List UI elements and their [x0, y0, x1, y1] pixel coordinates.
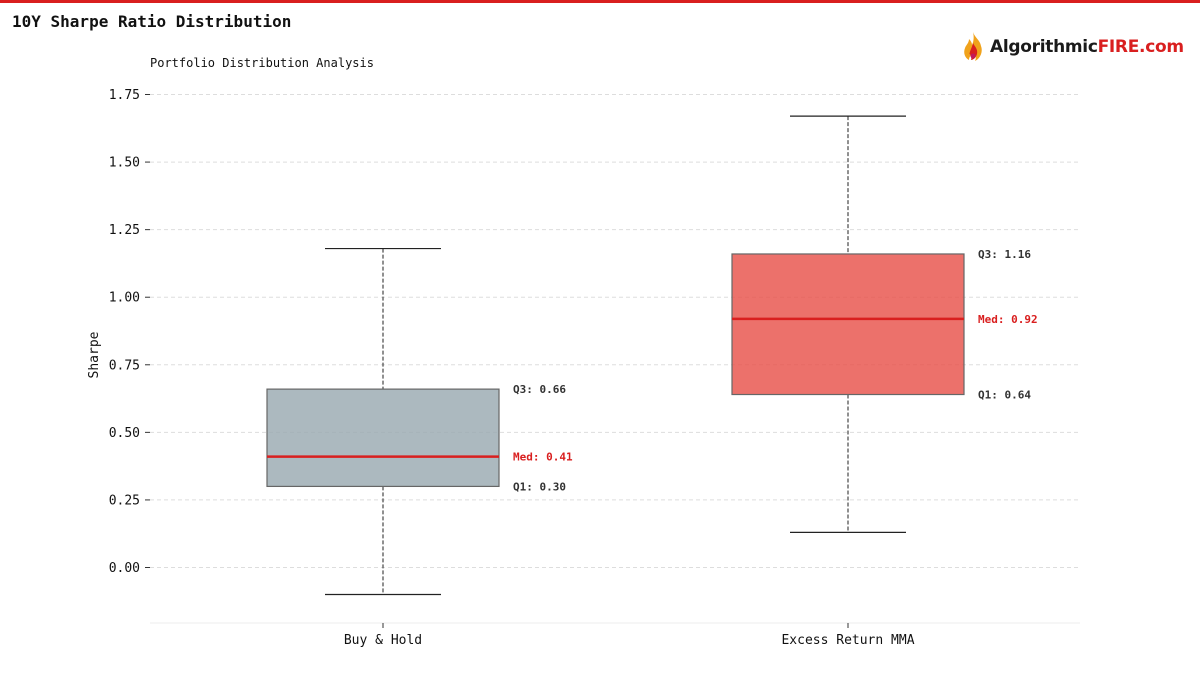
top-accent-bar: [0, 0, 1200, 3]
y-tick-label: 1.50: [109, 156, 140, 171]
q1-label: Q1: 0.64: [978, 389, 1031, 402]
brand-logo: AlgorithmicFIRE.com: [960, 30, 1184, 64]
y-axis-label: Sharpe: [87, 331, 102, 378]
median-label: Med: 0.41: [513, 451, 573, 464]
box-group: Q3: 1.16 Med: 0.92 Q1: 0.64: [731, 115, 1038, 533]
q3-label: Q3: 1.16: [978, 248, 1031, 261]
x-tick-label: Buy & Hold: [344, 633, 422, 648]
q3-label: Q3: 0.66: [513, 383, 566, 396]
y-tick-label: 1.00: [109, 291, 140, 306]
y-tick-label: 0.50: [109, 426, 140, 441]
y-tick-label: 0.00: [109, 561, 140, 576]
q1-label: Q1: 0.30: [513, 480, 566, 493]
box-group: Q3: 0.66 Med: 0.41 Q1: 0.30: [266, 247, 573, 596]
x-tick-label: Excess Return MMA: [781, 633, 914, 648]
boxes-layer: Q3: 0.66 Med: 0.41 Q1: 0.30 Q3: 1.16 Med: 0.…: [266, 115, 1038, 596]
logo-text-main: Algorithmic: [990, 37, 1098, 57]
y-tick-label: 0.25: [109, 493, 140, 508]
y-tick-label: 0.75: [109, 358, 140, 373]
iqr-box: [266, 388, 500, 488]
x-axis: Buy & Hold Excess Return MMA: [344, 623, 915, 648]
y-tick-label: 1.25: [109, 223, 140, 238]
chart-subtitle: Portfolio Distribution Analysis: [150, 56, 374, 70]
y-tick-label: 1.75: [109, 88, 140, 103]
logo-text-accent: FIRE.com: [1097, 37, 1184, 57]
page-title: 10Y Sharpe Ratio Distribution: [12, 12, 292, 31]
logo-text: AlgorithmicFIRE.com: [990, 37, 1184, 57]
iqr-box: [731, 253, 965, 396]
flame-icon: [964, 32, 982, 61]
y-axis: 0.00 0.25 0.50 0.75 1.00 1.25 1.50 1.75: [109, 88, 1080, 624]
median-label: Med: 0.92: [978, 313, 1038, 326]
